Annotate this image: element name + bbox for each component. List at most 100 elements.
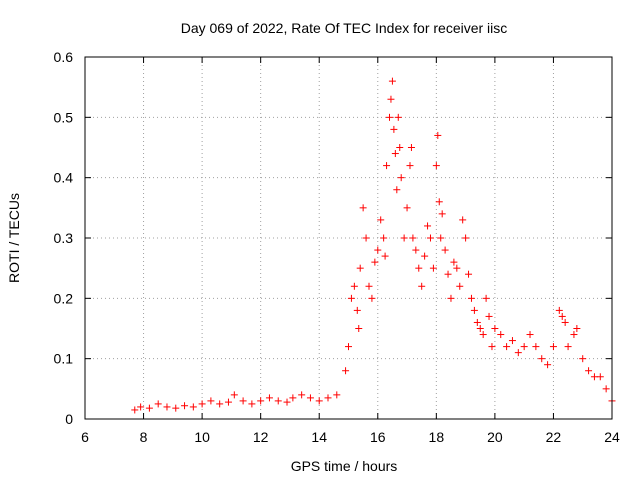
data-point [429, 264, 437, 272]
data-point [570, 331, 578, 339]
data-point [514, 349, 522, 357]
data-point [485, 312, 493, 320]
x-tick-label: 18 [429, 429, 445, 445]
data-point [596, 373, 604, 381]
data-point [479, 331, 487, 339]
chart-title: Day 069 of 2022, Rate Of TEC Index for r… [181, 20, 508, 36]
data-point [315, 397, 323, 405]
data-point [274, 397, 282, 405]
x-tick-label: 6 [81, 429, 89, 445]
data-point [503, 343, 511, 351]
data-point [355, 325, 363, 332]
y-tick-label: 0.3 [54, 230, 74, 246]
data-point [438, 210, 446, 218]
data-point [450, 258, 458, 266]
data-point [456, 282, 464, 290]
data-point [602, 385, 610, 393]
data-point [181, 402, 189, 410]
data-point [163, 403, 171, 411]
data-point [350, 282, 358, 290]
data-point [573, 325, 581, 332]
data-point [189, 403, 197, 411]
data-point [306, 394, 314, 402]
data-point [476, 325, 484, 332]
data-point [289, 394, 297, 402]
y-tick-label: 0 [65, 411, 73, 427]
data-point [145, 404, 153, 412]
data-point [526, 331, 534, 339]
data-point [353, 306, 361, 314]
data-point [131, 406, 139, 414]
data-point [381, 252, 389, 260]
data-point [482, 294, 490, 302]
data-point [374, 246, 382, 254]
data-point [283, 398, 291, 406]
data-point [368, 294, 376, 302]
data-point [356, 264, 364, 272]
data-point [224, 398, 232, 406]
y-tick-label: 0.4 [54, 170, 74, 186]
data-point [397, 174, 405, 182]
data-point [342, 367, 350, 375]
data-point [207, 397, 215, 405]
data-point [424, 222, 432, 230]
data-point [412, 246, 420, 254]
data-point [371, 258, 379, 266]
data-point [388, 77, 396, 85]
data-point [393, 186, 401, 194]
data-point [400, 234, 408, 242]
data-point [298, 391, 306, 399]
data-point [359, 204, 367, 212]
data-point [390, 125, 398, 133]
data-point [473, 318, 481, 326]
data-point [532, 343, 540, 351]
data-point [590, 373, 598, 381]
data-point [391, 150, 399, 158]
data-point [383, 162, 391, 170]
data-point [230, 391, 238, 399]
axis-ticks [84, 56, 613, 420]
data-point [324, 394, 332, 402]
data-point [441, 246, 449, 254]
data-point [426, 234, 434, 242]
data-point [544, 361, 552, 369]
data-point [265, 394, 273, 402]
data-point [444, 270, 452, 278]
y-tick-label: 0.6 [54, 49, 74, 65]
data-point [561, 318, 569, 326]
data-point [380, 234, 388, 242]
data-point [137, 403, 145, 411]
data-point [434, 131, 442, 139]
x-axis-title: GPS time / hours [291, 458, 398, 474]
data-point [453, 264, 461, 272]
data-point [409, 234, 417, 242]
x-tick-label: 10 [194, 429, 210, 445]
data-point [432, 162, 440, 170]
data-point [216, 400, 224, 408]
data-point [421, 252, 429, 260]
data-point [365, 282, 373, 290]
data-point [415, 264, 423, 272]
data-point [345, 343, 352, 351]
data-point [465, 270, 473, 278]
data-point [333, 391, 341, 399]
y-tick-labels: 0 0.1 0.2 0.3 0.4 0.5 0.6 [54, 49, 74, 427]
data-point [491, 325, 499, 332]
y-tick-label: 0.1 [54, 351, 74, 367]
data-point [467, 294, 475, 302]
data-point [508, 337, 516, 345]
x-tick-label: 20 [487, 429, 503, 445]
data-point [558, 312, 566, 320]
data-point [470, 306, 478, 314]
data-point [239, 397, 247, 405]
data-point [585, 367, 593, 375]
data-point [437, 234, 445, 242]
data-point [172, 404, 180, 412]
y-axis-title: ROTI / TECUs [6, 193, 22, 283]
data-point [555, 306, 563, 314]
data-point [407, 144, 415, 151]
x-tick-label: 14 [311, 429, 327, 445]
x-tick-labels: 6 8 10 12 14 16 18 20 22 24 [81, 429, 620, 445]
data-point [435, 198, 443, 206]
